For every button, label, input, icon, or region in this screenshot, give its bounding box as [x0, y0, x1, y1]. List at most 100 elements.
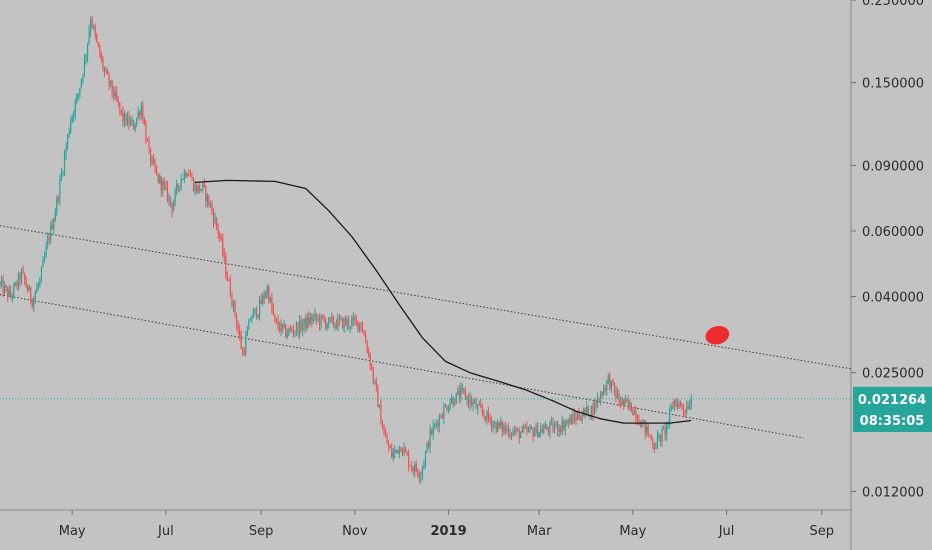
- candle-up: [56, 197, 58, 214]
- candle-down: [530, 427, 533, 430]
- candle-down: [375, 380, 377, 388]
- candle-up: [478, 404, 480, 406]
- candle-down: [208, 195, 210, 206]
- candle-down: [188, 174, 190, 176]
- candle-up: [65, 146, 67, 155]
- candle-up: [392, 452, 394, 458]
- candle-up: [312, 316, 314, 322]
- candle-down: [510, 434, 513, 436]
- candle-down: [675, 400, 677, 403]
- candle-up: [524, 426, 526, 428]
- candle-up: [206, 195, 208, 202]
- candle-down: [219, 233, 221, 237]
- candle-down: [345, 319, 347, 325]
- candle-up: [248, 319, 250, 330]
- y-tick-label: 0.090000: [862, 159, 924, 174]
- candle-up: [690, 400, 692, 406]
- candle-down: [212, 211, 215, 223]
- candle-down: [547, 429, 549, 433]
- candle-up: [68, 131, 70, 136]
- candle-up: [426, 442, 428, 452]
- candle-down: [463, 388, 465, 392]
- candle-down: [154, 161, 156, 170]
- candle-up: [492, 423, 494, 428]
- candle-down: [635, 410, 637, 420]
- candle-down: [659, 434, 662, 442]
- candle-up: [70, 121, 72, 132]
- candle-down: [484, 416, 487, 421]
- candle-down: [27, 286, 29, 291]
- candle-up: [340, 317, 342, 320]
- candle-down: [532, 429, 534, 437]
- price-axis[interactable]: 0.250000 0.150000 0.090000 0.060000 0.040000…: [851, 0, 924, 500]
- candle-down: [384, 433, 387, 437]
- candle-up: [123, 114, 126, 122]
- candle-up: [538, 432, 540, 438]
- candle-up: [432, 425, 434, 435]
- candle-up: [561, 420, 563, 432]
- candle-up: [506, 428, 508, 431]
- annotation-marker: [703, 323, 731, 347]
- candle-down: [504, 426, 506, 431]
- candle-up: [515, 428, 517, 432]
- candle-down: [541, 428, 543, 433]
- candle-up: [564, 423, 566, 430]
- candle-down: [119, 102, 121, 110]
- candle-down: [415, 464, 417, 471]
- candle-down: [495, 422, 497, 432]
- x-tick-label: Mar: [527, 524, 552, 539]
- candle-up: [283, 324, 285, 327]
- candle-up: [302, 325, 304, 331]
- candle-down: [217, 226, 219, 234]
- candle-up: [607, 375, 609, 381]
- candle-up: [586, 406, 588, 413]
- candle-down: [226, 274, 228, 281]
- candle-up: [183, 172, 185, 179]
- candle-up: [596, 397, 599, 407]
- candle-down: [205, 186, 207, 202]
- candle-down: [480, 404, 482, 408]
- candle-up: [257, 314, 259, 318]
- candle-down: [380, 404, 382, 425]
- candle-down: [587, 406, 589, 417]
- candle-up: [603, 388, 605, 396]
- trendline-upper-channel[interactable]: [0, 225, 852, 370]
- candle-up: [466, 397, 468, 400]
- candle-down: [604, 388, 606, 390]
- candle-up: [378, 404, 381, 407]
- candle-down: [325, 320, 327, 328]
- moving-average-line[interactable]: [195, 179, 692, 424]
- candle-up: [337, 317, 339, 328]
- candle-up: [394, 449, 396, 453]
- candle-up: [509, 434, 511, 436]
- candle-up: [74, 101, 76, 114]
- candle-up: [320, 315, 322, 325]
- candle-down: [231, 296, 233, 306]
- candle-up: [326, 324, 328, 328]
- candle-down: [501, 422, 503, 432]
- candle-up: [295, 324, 298, 332]
- candle-up: [286, 334, 288, 338]
- candle-down: [595, 401, 597, 407]
- x-tick-label: Sep: [810, 524, 835, 539]
- candle-up: [134, 125, 136, 130]
- candle-down: [639, 424, 642, 428]
- candle-up: [202, 183, 204, 190]
- candle-down: [185, 172, 187, 177]
- candle-up: [88, 30, 90, 44]
- time-axis[interactable]: May Jul Sep Nov 2019 Mar May Jul Sep: [59, 510, 834, 539]
- candle-up: [34, 293, 36, 298]
- candle-down: [240, 335, 242, 349]
- candle-up: [265, 294, 267, 299]
- candle-down: [260, 299, 262, 304]
- x-tick-label: Sep: [249, 524, 274, 539]
- candle-down: [108, 74, 110, 85]
- candle-up: [131, 120, 133, 122]
- candle-down: [111, 80, 113, 92]
- candle-up: [59, 179, 61, 200]
- red-ellipse-marker[interactable]: [703, 323, 731, 347]
- candle-down: [489, 418, 491, 421]
- candle-down: [354, 317, 356, 320]
